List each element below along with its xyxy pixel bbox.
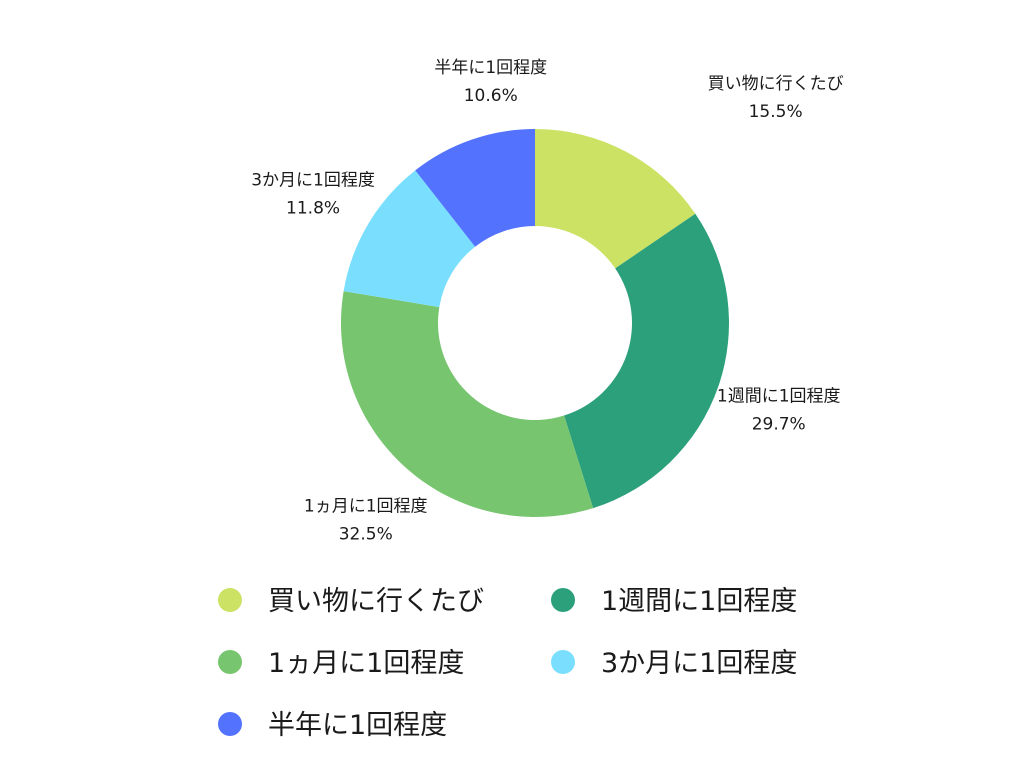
legend-swatch [218,712,242,736]
slice-label-name: 半年に1回程度 [434,58,547,78]
slice-labels: 買い物に行くたび 15.5% 1週間に1回程度 29.7% 1ヵ月に1回程度 32.5% 3… [251,58,843,545]
legend-label: 3か月に1回程度 [601,648,797,679]
legend-swatch [218,650,242,674]
slice-label-name: 3か月に1回程度 [251,170,375,190]
legend-label: 1ヵ月に1回程度 [268,648,464,679]
donut-slices [341,129,729,517]
donut-slice-4 [343,170,476,308]
slice-label-percent: 32.5% [339,525,393,545]
legend-item: 1週間に1回程度 [551,586,797,617]
slice-label-percent: 29.7% [752,415,806,435]
legend-label: 1週間に1回程度 [601,586,797,617]
slice-label-name: 買い物に行くたび [708,74,844,94]
legend-label: 半年に1回程度 [268,710,447,741]
legend-label: 買い物に行くたび [268,586,484,617]
donut-slice-2 [564,213,729,509]
slice-label-percent: 10.6% [464,86,518,106]
legend-swatch [218,588,242,612]
donut-slice-3 [341,291,594,517]
legend-item: 買い物に行くたび [218,586,484,617]
legend-item: 3か月に1回程度 [551,648,797,679]
legend-swatch [551,650,575,674]
donut-slice-5 [415,129,535,247]
legend-item: 1ヵ月に1回程度 [218,648,464,679]
slice-label-percent: 11.8% [286,198,340,218]
donut-slice-1 [535,129,696,269]
legend-item: 半年に1回程度 [218,710,447,741]
slice-label-name: 1ヵ月に1回程度 [304,497,428,517]
slice-label-percent: 15.5% [749,102,803,122]
slice-label-name: 1週間に1回程度 [717,387,841,407]
legend-swatch [551,588,575,612]
